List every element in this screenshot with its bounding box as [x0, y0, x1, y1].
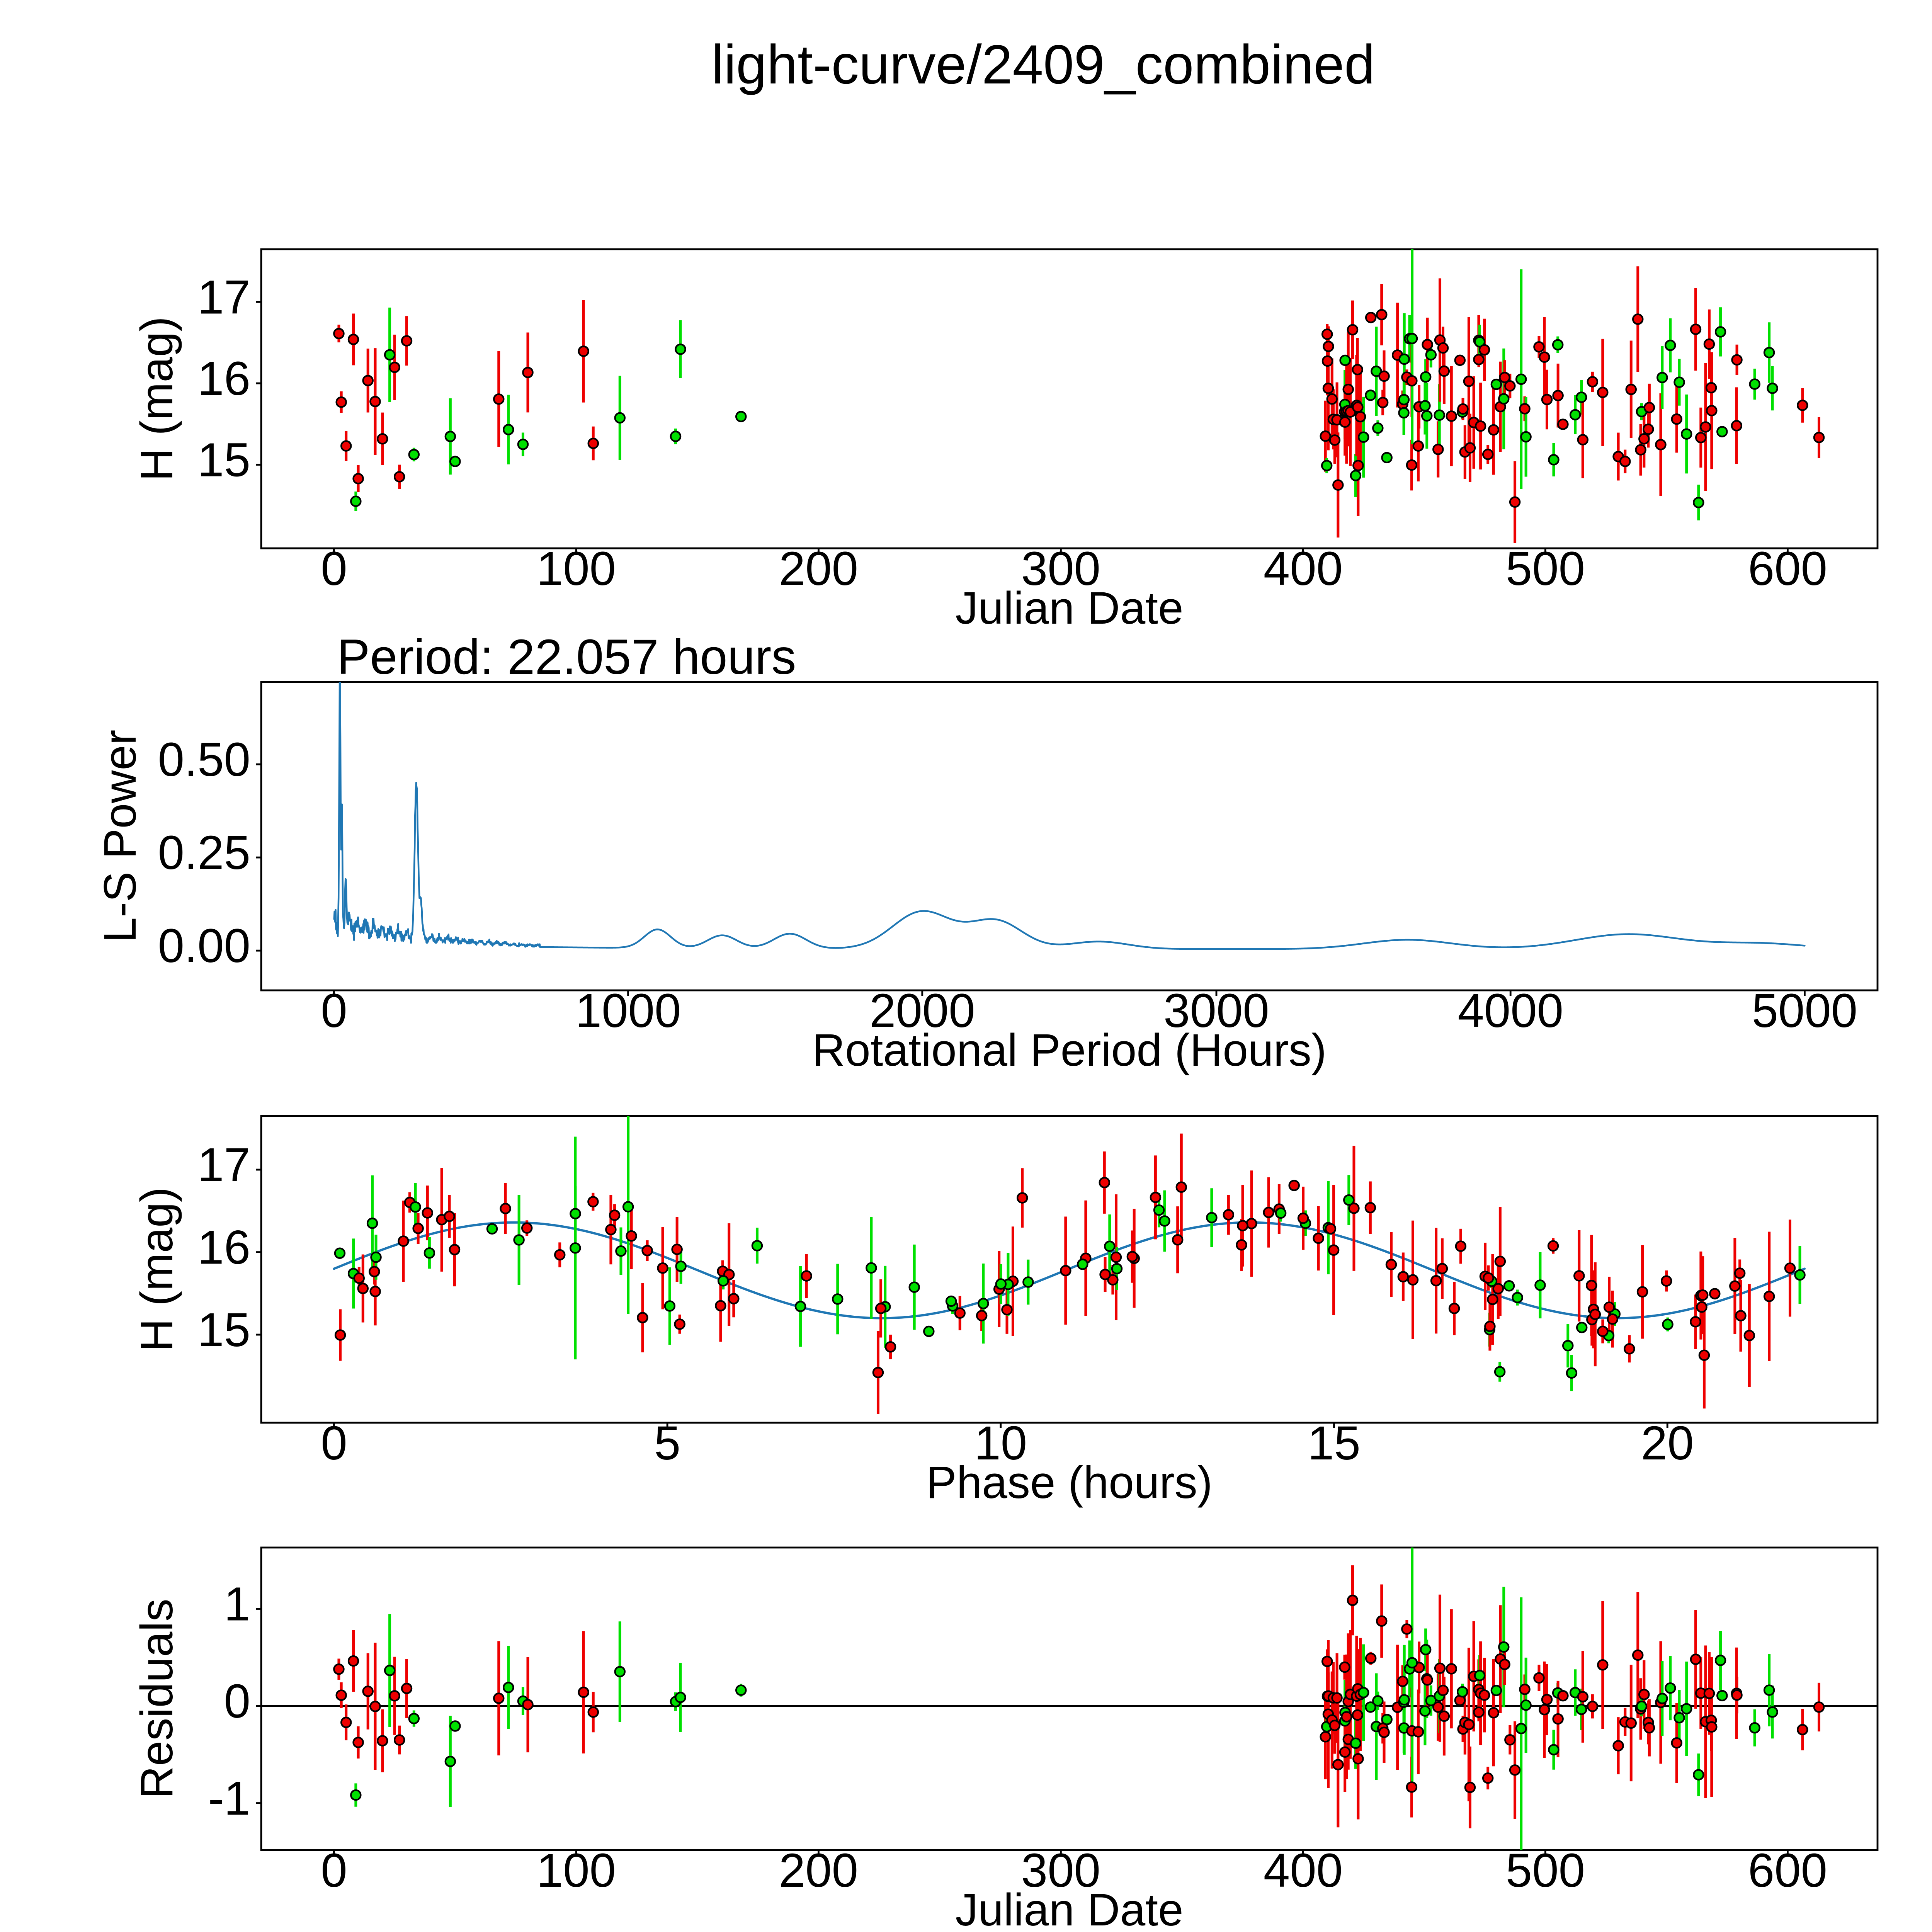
svg-text:Rotational Period (Hours): Rotational Period (Hours): [812, 1025, 1327, 1076]
svg-text:500: 500: [1506, 543, 1585, 595]
svg-text:-1: -1: [208, 1772, 250, 1825]
svg-text:4000: 4000: [1458, 985, 1563, 1037]
svg-text:5000: 5000: [1752, 985, 1858, 1037]
svg-text:17: 17: [197, 271, 250, 324]
svg-text:15: 15: [197, 434, 250, 487]
svg-text:200: 200: [779, 1844, 858, 1897]
svg-text:H (mag): H (mag): [131, 316, 182, 481]
svg-text:100: 100: [537, 1844, 616, 1897]
svg-text:Julian Date: Julian Date: [955, 583, 1183, 634]
svg-text:400: 400: [1264, 1844, 1343, 1897]
svg-text:500: 500: [1506, 1844, 1585, 1897]
svg-text:15: 15: [1308, 1417, 1361, 1470]
svg-text:Phase (hours): Phase (hours): [926, 1457, 1213, 1508]
svg-text:20: 20: [1641, 1417, 1694, 1470]
svg-text:Residuals: Residuals: [131, 1599, 182, 1799]
svg-text:16: 16: [197, 352, 250, 405]
svg-text:400: 400: [1264, 543, 1343, 595]
svg-text:200: 200: [779, 543, 858, 595]
svg-text:0.25: 0.25: [158, 827, 250, 879]
svg-text:H (mag): H (mag): [131, 1187, 182, 1352]
svg-text:600: 600: [1748, 543, 1827, 595]
svg-text:0: 0: [224, 1675, 250, 1728]
svg-text:16: 16: [197, 1221, 250, 1274]
svg-text:600: 600: [1748, 1844, 1827, 1897]
svg-text:15: 15: [197, 1304, 250, 1357]
svg-text:17: 17: [197, 1139, 250, 1192]
svg-text:Julian Date: Julian Date: [955, 1884, 1183, 1932]
svg-text:0.50: 0.50: [158, 733, 250, 786]
svg-text:1: 1: [224, 1578, 250, 1631]
svg-text:5: 5: [654, 1417, 680, 1470]
svg-text:100: 100: [537, 543, 616, 595]
svg-text:Period: 22.057 hours: Period: 22.057 hours: [337, 629, 796, 685]
svg-text:1000: 1000: [575, 985, 681, 1037]
svg-text:L-S Power: L-S Power: [95, 730, 146, 943]
svg-text:light-curve/2409_combined: light-curve/2409_combined: [711, 34, 1375, 95]
svg-text:0: 0: [321, 543, 347, 595]
svg-text:0: 0: [321, 1844, 347, 1897]
svg-text:0: 0: [321, 985, 347, 1037]
svg-text:0: 0: [321, 1417, 347, 1470]
svg-text:0.00: 0.00: [158, 920, 250, 973]
